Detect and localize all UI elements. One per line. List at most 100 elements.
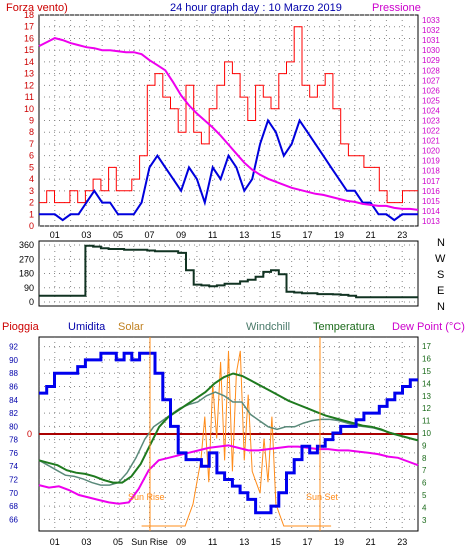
solar-legend: Solar	[118, 321, 144, 333]
rain-zero-label: 0	[27, 429, 32, 439]
dewpoint-tick-label: 10	[422, 429, 431, 438]
wind-tick-label: 6	[29, 151, 34, 161]
pressure-tick-label: 1017	[422, 177, 440, 186]
low-time-tick: 11	[208, 537, 217, 547]
top-time-tick: 19	[334, 230, 344, 240]
humidity-series	[39, 351, 418, 515]
windchill-legend: Windchill	[246, 321, 290, 333]
humidity-tick-label: 78	[9, 436, 18, 445]
wind-tick-label: 12	[24, 80, 34, 90]
humidity-tick-label: 74	[9, 462, 18, 471]
direction-tick-label: 270	[19, 254, 34, 264]
top-time-axis-ticks: 01 03 05 07 09 11 13 15 17 19 21 23	[50, 230, 407, 240]
humidity-tick-label: 92	[9, 343, 18, 352]
wind-tick-label: 17	[24, 22, 34, 32]
direction-tick-label: 180	[19, 269, 34, 279]
low-time-tick: 17	[302, 537, 312, 547]
humidity-tick-label: 90	[9, 356, 18, 365]
top-time-tick: 05	[113, 230, 123, 240]
low-time-tick: Sun Rise	[131, 537, 168, 547]
compass-n-top: N	[437, 237, 445, 249]
pressure-tick-label: 1019	[422, 157, 440, 166]
low-time-tick: 01	[50, 537, 60, 547]
low-time-tick: 23	[397, 537, 407, 547]
low-time-tick: 21	[366, 537, 376, 547]
dewpoint-tick-label: 6	[422, 479, 427, 488]
pressure-tick-label: 1020	[422, 147, 440, 156]
direction-tick-label: 90	[24, 283, 34, 293]
top-time-tick: 15	[271, 230, 281, 240]
humidity-tick-label: 80	[9, 422, 18, 431]
dewpoint-tick-label: 7	[422, 466, 427, 475]
wind-tick-label: 15	[24, 45, 34, 55]
pressure-tick-label: 1021	[422, 137, 440, 146]
humidity-tick-label: 66	[9, 515, 18, 524]
humidity-tick-label: 70	[9, 489, 18, 498]
low-time-tick: 05	[113, 537, 123, 547]
wind-tick-label: 5	[29, 162, 34, 172]
chart-title: 24 hour graph day : 10 Marzo 2019	[170, 2, 342, 14]
low-time-tick: 13	[239, 537, 249, 547]
pressure-tick-label: 1025	[422, 96, 440, 105]
humidity-tick-label: 86	[9, 383, 18, 392]
direction-tick-label: 360	[19, 240, 34, 250]
wind-direction-chart: 0 90 180 270 360 N W S E N	[19, 237, 446, 313]
dewpoint-tick-label: 8	[422, 454, 427, 463]
dewpoint-tick-label: 5	[422, 491, 427, 500]
humidity-tick-label: 72	[9, 476, 18, 485]
wind-tick-label: 1	[29, 209, 34, 219]
pressure-tick-label: 1023	[422, 117, 440, 126]
dewpoint-tick-label: 13	[422, 392, 431, 401]
humidity-tick-label: 88	[9, 369, 18, 378]
direction-tick-label: 0	[29, 297, 34, 307]
wind-tick-label: 10	[24, 104, 34, 114]
humidity-tick-label: 82	[9, 409, 18, 418]
top-time-tick: 09	[176, 230, 186, 240]
humidity-axis-ticks: 66 68 70 72 74 76 78 80 82 84 86 88 90 92	[9, 343, 18, 525]
pressure-tick-label: 1029	[422, 56, 440, 65]
dewpoint-tick-label: 17	[422, 342, 431, 351]
wind-tick-label: 11	[25, 92, 34, 102]
lower-time-axis-ticks: 01 03 05 Sun Rise 09 11 13 15 17 19 21 23	[50, 537, 407, 547]
top-time-tick: 17	[302, 230, 312, 240]
dewpoint-axis-ticks: 3 4 5 6 7 8 9 10 11 12 13 14 15 16 17	[422, 342, 431, 525]
wind-tick-label: 3	[29, 186, 34, 196]
low-time-tick: 09	[176, 537, 186, 547]
dewpoint-tick-label: 3	[422, 516, 427, 525]
pressure-tick-label: 1026	[422, 86, 440, 95]
pressure-tick-label: 1027	[422, 76, 440, 85]
low-time-tick: 19	[334, 537, 344, 547]
wind-tick-label: 7	[29, 139, 34, 149]
pressure-tick-label: 1018	[422, 167, 440, 176]
pressure-tick-label: 1013	[422, 217, 440, 226]
wind-tick-label: 14	[24, 57, 34, 67]
sunrise-label: Sun Rise	[128, 492, 165, 502]
dewpoint-tick-label: 15	[422, 367, 431, 376]
wind-tick-label: 13	[24, 69, 34, 79]
pressure-tick-label: 1024	[422, 106, 440, 115]
humidity-tick-label: 76	[9, 449, 18, 458]
low-time-tick: 15	[271, 537, 281, 547]
dewpoint-tick-label: 12	[422, 404, 431, 413]
wind-tick-label: 9	[29, 116, 34, 126]
dewpoint-legend: Dew Point (°C)	[392, 321, 465, 333]
wind-tick-label: 4	[29, 174, 34, 184]
wind-tick-label: 8	[29, 127, 34, 137]
wind-tick-label: 18	[24, 10, 34, 20]
pressure-tick-label: 1014	[422, 207, 440, 216]
wind-tick-label: 0	[29, 221, 34, 231]
direction-grid	[39, 241, 418, 306]
wind-tick-label: 16	[24, 33, 34, 43]
dewpoint-tick-label: 14	[422, 379, 431, 388]
dewpoint-tick-label: 11	[422, 417, 431, 426]
wind-average-series	[39, 118, 418, 222]
rain-legend: Pioggia	[2, 321, 40, 333]
pressure-axis-ticks: 1013101410151016101710181019102010211022…	[422, 16, 440, 226]
wind-gust-series	[39, 26, 418, 204]
top-time-tick: 07	[145, 230, 155, 240]
